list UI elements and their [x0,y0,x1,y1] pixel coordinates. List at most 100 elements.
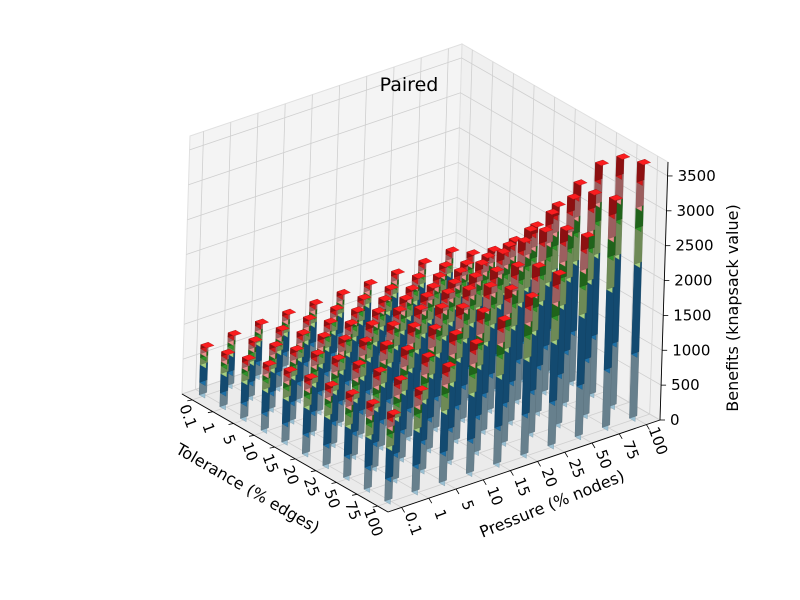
bar-top [414,304,429,311]
bar-top [391,268,406,275]
bar-top [502,240,517,248]
z-axis-label: Benefits (knapsack value) [723,204,742,411]
bar-top [399,294,414,301]
bar-top [393,305,408,312]
bar-segment-side [439,408,449,454]
bar-top [517,236,532,244]
bar-top [504,284,519,291]
y-tick [510,470,514,476]
x-tick [372,505,378,508]
bar-stack [288,345,305,425]
bar-top [476,306,491,314]
x-tick [352,493,358,496]
bar-top [530,221,545,228]
x-tick [290,458,296,461]
bar-segment-side [364,433,374,468]
bar-top [365,319,380,326]
bar-top [262,359,277,367]
bar-top [481,252,496,259]
bar-top [344,319,359,326]
bar-top [567,193,582,200]
bar-top [545,208,560,215]
bar-stack [493,315,512,468]
y-tick-label: 20 [538,466,561,490]
x-tick-label: 20 [279,463,302,487]
bar-stack [391,374,409,484]
bar-top [241,354,257,361]
bar-stack [520,291,540,459]
bar-top [524,225,539,232]
bar-top [352,359,367,366]
bar-segment-side [323,413,333,446]
bar-top [462,284,477,291]
bar-top [269,341,284,348]
bar-top [290,345,305,352]
bar-top [302,314,318,321]
y-gridline [195,131,402,508]
z-axis-line [659,161,669,421]
bar-top [580,231,596,238]
bar-top [394,374,409,382]
bar-top [254,318,270,325]
x-tick [228,423,234,425]
y-tick [428,497,433,504]
bar-stack [602,194,624,432]
x-tick-label: 10 [238,440,261,464]
bar-top [405,284,420,291]
bar-top [378,295,393,302]
z-tick-label: 3500 [678,167,716,185]
x-gridline [377,156,659,507]
bar-top [304,373,319,380]
y-tick-label: 10 [483,484,506,508]
bar-top [331,354,346,361]
bar-top [483,281,498,288]
bar-top [387,409,402,416]
bar-top [456,302,471,309]
bar-segment-side [493,424,503,465]
bar-segment-side [547,399,557,447]
bar-top [426,282,441,289]
z-tick-label: 3000 [677,202,715,220]
bar-top [460,259,475,266]
y-tick [455,488,460,495]
y-tick [564,451,569,458]
bar-top [616,153,631,160]
x-tick [249,434,255,437]
bar-top [532,261,547,269]
bar-top [496,248,511,255]
bar-stack [302,373,319,458]
x-axis-line [181,393,389,513]
x-tick [207,411,213,414]
bar-stack [322,380,340,470]
z-tick-label: 0 [670,411,680,429]
bar-top [386,320,401,327]
x-tick [269,446,275,449]
bar-top [310,349,326,356]
bar-top [336,289,351,296]
bar-top [428,323,443,330]
bar-top [338,334,353,341]
bar-top [227,330,242,337]
y-tick [591,442,596,449]
bar-top [400,344,416,352]
y-tick [537,461,541,467]
axis-lines [181,161,673,513]
bar-stack [547,269,567,450]
x-tick-label: 15 [259,451,282,475]
bar-top [359,336,374,343]
bar-stack [219,348,236,411]
bar-segment-side [412,426,422,467]
y-tick [646,424,650,430]
y-tick-label: 50 [592,447,615,471]
bar-stack [629,158,652,422]
bar-top [525,292,540,299]
bar-top [449,329,464,336]
bar-top [552,269,567,276]
bar-top [441,288,456,295]
bar-top [221,348,236,356]
bar-segment-side [438,450,448,483]
bar-stack [240,354,257,423]
bar-top [363,279,378,286]
